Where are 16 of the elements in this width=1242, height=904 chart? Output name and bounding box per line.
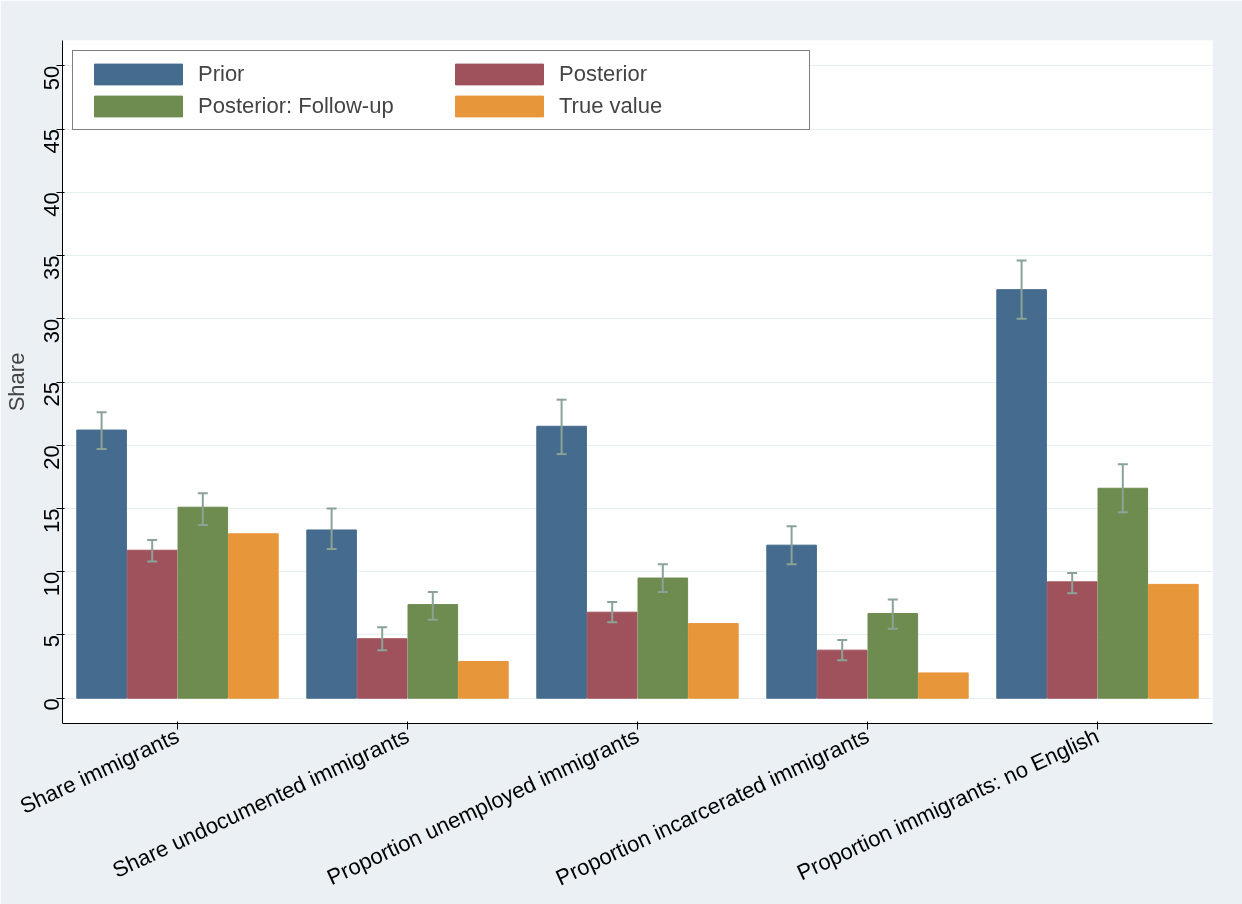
- legend-label: True value: [559, 93, 664, 119]
- legend-label: Posterior: Follow-up: [198, 93, 395, 119]
- legend-label: Posterior: [559, 61, 649, 87]
- y-tick-label: 35: [39, 255, 64, 280]
- y-tick-label: 10: [39, 571, 64, 597]
- y-tick-label: 30: [39, 318, 64, 344]
- y-tick-label: 15: [39, 508, 64, 533]
- y-tick-label: 50: [39, 65, 64, 91]
- y-tick-label: 25: [39, 381, 64, 407]
- legend-label: Prior: [198, 61, 246, 87]
- y-tick-label: 40: [39, 192, 64, 217]
- y-tick-label: 20: [39, 445, 64, 470]
- y-tick-label: 5: [39, 634, 64, 648]
- y-tick-label: 0: [39, 698, 64, 711]
- y-axis-title: Share: [3, 352, 29, 412]
- y-tick-label: 45: [39, 129, 64, 154]
